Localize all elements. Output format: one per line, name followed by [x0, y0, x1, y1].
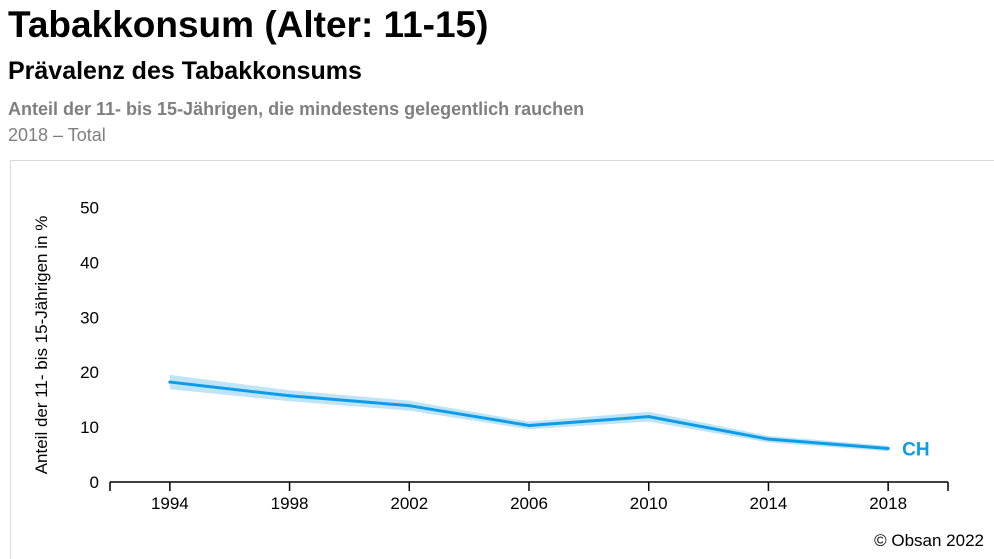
chart-description: Anteil der 11- bis 15-Jährigen, die mind… [8, 99, 585, 119]
y-tick-label: 20 [80, 363, 99, 382]
data-point [886, 447, 890, 451]
x-tick-label: 2002 [390, 494, 428, 513]
data-point [288, 394, 292, 398]
series-label-ch: CH [902, 440, 929, 461]
series-layer: CH [168, 374, 930, 461]
x-tick-label: 2018 [869, 494, 907, 513]
y-tick-label: 10 [80, 418, 99, 437]
y-tick-label: 30 [80, 308, 99, 327]
x-tick-label: 2014 [750, 494, 788, 513]
y-tick-label: 0 [90, 473, 99, 492]
chart-meta: 2018 – Total [8, 125, 106, 145]
x-tick-label: 1994 [151, 494, 189, 513]
y-tick-label: 40 [80, 253, 99, 272]
y-axis: 0 10 20 30 40 50 [80, 198, 99, 492]
x-tick-label: 2006 [510, 494, 548, 513]
chart-subtitle: Prävalenz des Tabakkonsums [8, 57, 362, 85]
x-tick-label: 2010 [630, 494, 668, 513]
data-point [766, 437, 770, 441]
copyright-notice: © Obsan 2022 [874, 531, 984, 550]
data-point [407, 404, 411, 408]
chart-title: Tabakkonsum (Alter: 11-15) [8, 4, 489, 45]
y-axis-label: Anteil der 11- bis 15-Jährigen in % [32, 216, 51, 475]
chart-panel [10, 160, 994, 559]
y-tick-label: 50 [80, 198, 99, 217]
data-point [527, 423, 531, 427]
data-point [647, 415, 651, 419]
x-axis: 1994 1998 2002 2006 2010 2014 2018 [109, 481, 949, 513]
x-tick-label: 1998 [271, 494, 309, 513]
data-point [168, 380, 172, 384]
